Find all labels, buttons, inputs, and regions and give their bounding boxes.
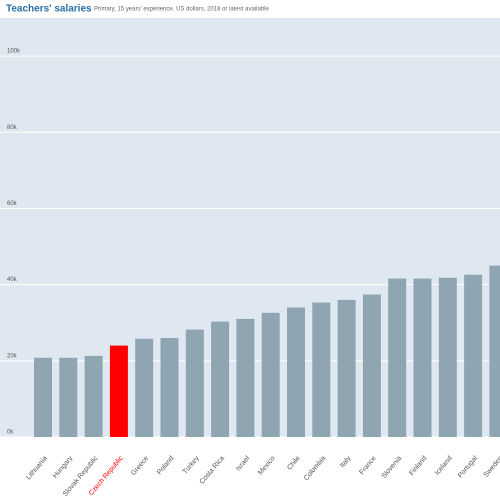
chart-subtitle: Primary, 15 years' experience, US dollar… [94, 7, 269, 13]
bar [59, 357, 78, 437]
x-tick-label: Finland [408, 455, 428, 477]
y-tick-label: 80k [7, 125, 18, 131]
x-tick-label: Iceland [434, 455, 454, 477]
y-tick-label: 60k [7, 201, 18, 207]
bar [34, 357, 52, 437]
x-tick-label: Chile [286, 455, 302, 472]
bar [135, 338, 154, 437]
x-tick-label: Costa Rica [199, 455, 226, 486]
bar [261, 312, 280, 437]
bar [489, 265, 500, 437]
x-tick-label: Israel [235, 455, 252, 473]
y-tick-label: 0k [7, 430, 14, 436]
bar [160, 337, 179, 437]
bar [236, 318, 255, 437]
y-tick-label: 100k [7, 49, 21, 55]
bar [362, 294, 381, 437]
x-tick-label: Sweden [483, 455, 500, 479]
bar [287, 307, 305, 437]
bar [388, 278, 407, 437]
y-tick-label: 40k [7, 277, 18, 283]
x-tick-label: France [358, 455, 377, 476]
x-tick-label: Lithuania [25, 455, 49, 481]
bar [211, 321, 230, 437]
x-tick-label: Hungary [52, 455, 75, 480]
x-tick-label: Colombia [303, 455, 327, 482]
bar [438, 277, 457, 437]
x-tick-label: Italy [339, 455, 353, 470]
bar [185, 329, 204, 437]
bar [84, 355, 103, 437]
bar [109, 345, 128, 437]
x-tick-label: Turkey [182, 455, 201, 476]
x-tick-label: Portugal [457, 455, 479, 480]
x-tick-label: Mexico [257, 455, 277, 477]
bar [337, 299, 356, 437]
chart-title: Teachers' salaries [6, 4, 92, 15]
x-tick-label: Greece [130, 455, 150, 477]
bar [312, 302, 331, 437]
bar [464, 274, 483, 437]
x-tick-label: Poland [156, 455, 175, 476]
y-tick-label: 20k [7, 353, 18, 359]
bar [413, 278, 432, 437]
x-tick-label: Slovenia [381, 455, 404, 480]
